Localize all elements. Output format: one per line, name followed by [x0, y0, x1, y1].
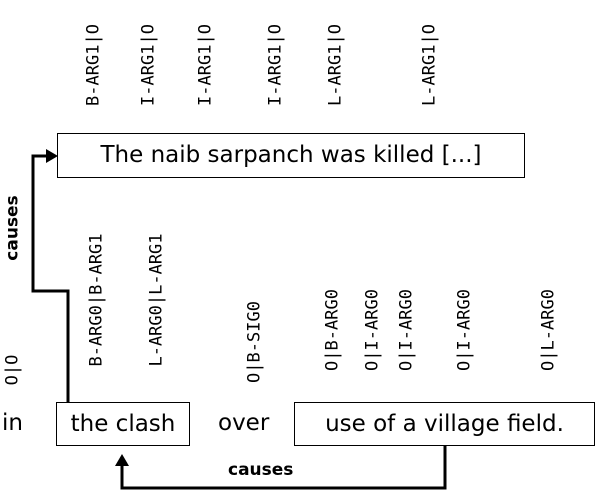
token-in: in [2, 410, 23, 436]
tag-over: O|B-SIG0 [244, 301, 265, 383]
tag-field: O|L-ARG0 [538, 289, 559, 371]
token-over: over [218, 410, 270, 436]
top-tag-6: L-ARG1|O [419, 24, 440, 106]
causes-arrowhead-bottom [115, 454, 129, 466]
top-tag-1: B-ARG1|O [83, 24, 104, 106]
top-tag-4: I-ARG1|O [265, 24, 286, 106]
village-field-box: use of a village field. [294, 402, 595, 446]
tag-in: O|O [2, 354, 23, 386]
tag-clash: L-ARG0|L-ARG1 [146, 233, 167, 367]
top-tag-2: I-ARG1|O [138, 24, 159, 106]
causes-arrowhead-left [46, 149, 58, 163]
tag-of: O|I-ARG0 [362, 289, 383, 371]
causes-label-left: causes [2, 195, 23, 261]
causes-arrow-left [31, 154, 70, 404]
top-tag-5: L-ARG1|O [325, 24, 346, 106]
top-tag-3: I-ARG1|O [195, 24, 216, 106]
tag-village: O|I-ARG0 [454, 289, 475, 371]
causes-arrow-bottom [120, 446, 447, 490]
the-clash-box: the clash [56, 402, 190, 446]
tag-a: O|I-ARG0 [396, 289, 417, 371]
causes-label-bottom: causes [228, 460, 294, 480]
tag-the: B-ARG0|B-ARG1 [86, 233, 107, 367]
top-sentence-box: The naib sarpanch was killed [...] [57, 133, 525, 178]
tag-use: O|B-ARG0 [322, 289, 343, 371]
